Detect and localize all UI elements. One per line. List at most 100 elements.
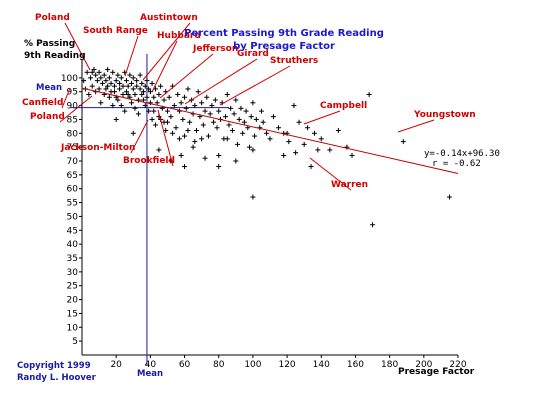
data-point — [139, 80, 145, 86]
data-point — [139, 91, 145, 97]
data-point — [335, 128, 341, 134]
x-tick-label: 60 — [179, 360, 191, 370]
chart-title-line2: by Presage Factor — [233, 41, 335, 52]
school-annotation: Poland — [30, 95, 93, 123]
data-point — [173, 125, 179, 131]
data-point — [190, 144, 196, 150]
data-point — [248, 114, 254, 120]
data-point — [106, 75, 112, 81]
regression-equation: y=-0.14x+96.30 — [424, 149, 500, 159]
data-point — [182, 164, 188, 170]
data-point — [111, 89, 117, 95]
data-point — [171, 103, 177, 109]
data-point — [134, 78, 140, 84]
data-point — [223, 114, 229, 120]
y-axis-label-line1: % Passing — [24, 39, 75, 49]
data-point — [199, 136, 205, 142]
data-point — [100, 80, 106, 86]
data-point — [122, 108, 128, 114]
x-tick-label: 220 — [449, 360, 466, 370]
data-point — [224, 136, 230, 142]
annotation-leader — [159, 53, 214, 99]
data-point — [246, 144, 252, 150]
data-point — [400, 139, 406, 145]
data-point — [229, 128, 235, 134]
school-annotation: Warren — [309, 157, 368, 191]
mean-lines — [70, 54, 229, 365]
data-point — [182, 133, 188, 139]
y-tick-label: 10 — [67, 323, 79, 333]
data-point — [166, 94, 172, 100]
x-tick-label: 160 — [347, 360, 364, 370]
y-tick-label: 95 — [67, 88, 78, 98]
data-point — [168, 114, 174, 120]
data-point — [123, 89, 129, 95]
data-point — [233, 97, 239, 103]
data-point — [158, 83, 164, 89]
data-point — [253, 116, 259, 122]
data-point — [296, 119, 302, 125]
data-point — [202, 108, 208, 114]
data-point — [130, 75, 136, 81]
data-point — [125, 83, 131, 89]
annotation-label: Youngstown — [413, 110, 476, 120]
annotation-leader — [397, 119, 435, 133]
data-point — [88, 75, 94, 81]
data-point — [98, 75, 104, 81]
data-point — [144, 94, 150, 100]
y-tick-label: 20 — [67, 296, 79, 306]
data-point — [258, 108, 264, 114]
data-point — [130, 130, 136, 136]
data-point — [276, 125, 282, 131]
data-point — [250, 147, 256, 153]
data-point — [185, 86, 191, 92]
data-point — [195, 89, 201, 95]
data-point — [129, 100, 135, 106]
annotation-label: Poland — [30, 112, 65, 122]
y-tick-label: 30 — [67, 268, 79, 278]
data-point — [103, 78, 109, 84]
data-point — [142, 83, 148, 89]
data-point — [152, 122, 158, 128]
y-tick-label: 90 — [67, 102, 79, 112]
data-point — [98, 100, 104, 106]
data-point — [141, 89, 147, 95]
data-point — [103, 86, 109, 92]
y-tick-label: 40 — [67, 240, 79, 250]
data-point — [123, 78, 129, 84]
data-point — [175, 91, 181, 97]
data-point — [250, 194, 256, 200]
data-point — [151, 108, 157, 114]
x-tick-label: 120 — [278, 360, 295, 370]
data-point — [115, 72, 121, 78]
data-point — [187, 119, 193, 125]
data-point — [164, 108, 170, 114]
data-point — [180, 116, 186, 122]
data-point — [235, 141, 241, 147]
y-tick-label: 35 — [67, 254, 78, 264]
data-point — [286, 139, 292, 145]
data-point — [216, 152, 222, 158]
school-annotation: Poland — [35, 13, 91, 71]
data-point — [267, 136, 273, 142]
data-point — [205, 133, 211, 139]
data-point — [94, 78, 100, 84]
data-point — [117, 80, 123, 86]
annotation-label: Austintown — [140, 13, 198, 23]
data-point — [214, 125, 220, 131]
y-tick-label: 60 — [67, 185, 79, 195]
school-annotation: Girard — [184, 49, 269, 105]
x-tick-label: 20 — [110, 360, 122, 370]
copyright-line1: Copyright 1999 — [17, 361, 91, 371]
data-point — [105, 67, 111, 73]
data-point — [344, 144, 350, 150]
data-point — [194, 128, 200, 134]
data-point — [81, 78, 87, 84]
data-point — [446, 194, 452, 200]
data-point — [170, 130, 176, 136]
data-point — [115, 97, 121, 103]
annotation-label: Canfield — [22, 98, 63, 108]
data-point — [231, 111, 237, 117]
correlation-coefficient: r = -0.62 — [432, 159, 481, 169]
